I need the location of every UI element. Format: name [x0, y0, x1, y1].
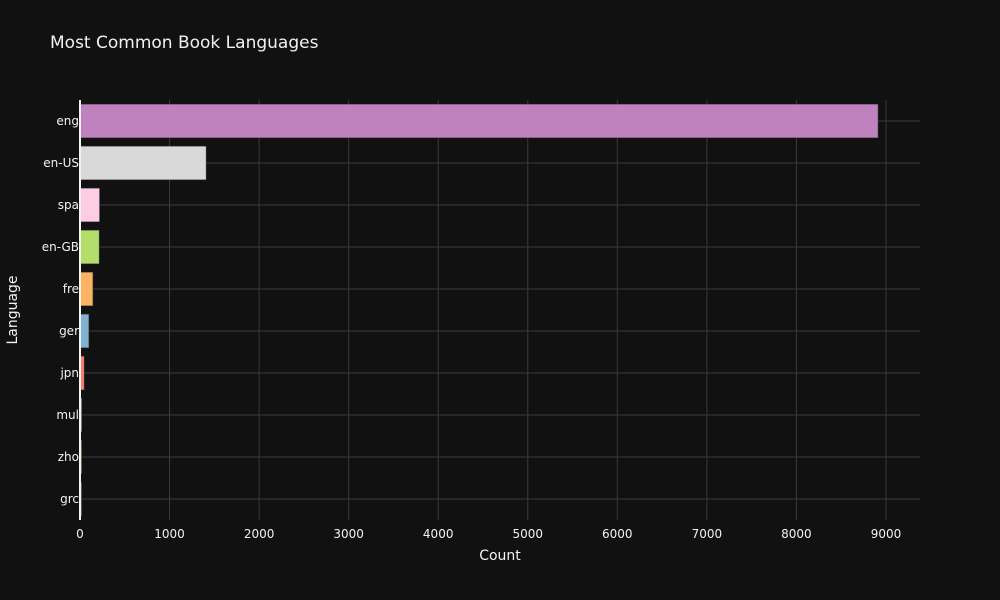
x-tick-label: 9000 — [871, 527, 902, 541]
bar-en-US — [79, 145, 207, 181]
x-tick-label: 3000 — [333, 527, 364, 541]
x-tick-label: 7000 — [692, 527, 723, 541]
y-tick-label: spa — [58, 198, 79, 212]
x-tick-label: 2000 — [244, 527, 275, 541]
y-tick-label: fre — [63, 282, 79, 296]
bar-ger — [79, 313, 90, 349]
y-tick-label: en-US — [43, 156, 79, 170]
tick-labels: 0 1000 2000 3000 4000 5000 6000 7000 8000 9000 eng… — [42, 114, 902, 541]
bar-eng — [79, 103, 879, 139]
y-tick-label: grc — [60, 492, 79, 506]
x-tick-label: 5000 — [512, 527, 543, 541]
y-tick-label: en-GB — [42, 240, 79, 254]
y-tick-label: jpn — [59, 366, 79, 380]
y-tick-label: eng — [56, 114, 79, 128]
chart-title: Most Common Book Languages — [50, 33, 319, 53]
y-axis-title: Language — [5, 275, 21, 344]
bar-spa — [79, 187, 100, 223]
x-tick-label: 4000 — [423, 527, 454, 541]
x-tick-label: 0 — [76, 527, 84, 541]
x-tick-label: 8000 — [781, 527, 812, 541]
y-tick-label: ger — [59, 324, 79, 338]
x-tick-label: 1000 — [154, 527, 185, 541]
bars — [79, 103, 879, 517]
y-tick-label: zho — [58, 450, 79, 464]
bar-en-GB — [79, 229, 100, 265]
x-tick-label: 6000 — [602, 527, 633, 541]
y-tick-label: mul — [56, 408, 79, 422]
bar-fre — [79, 271, 94, 307]
x-axis-title: Count — [479, 548, 521, 564]
